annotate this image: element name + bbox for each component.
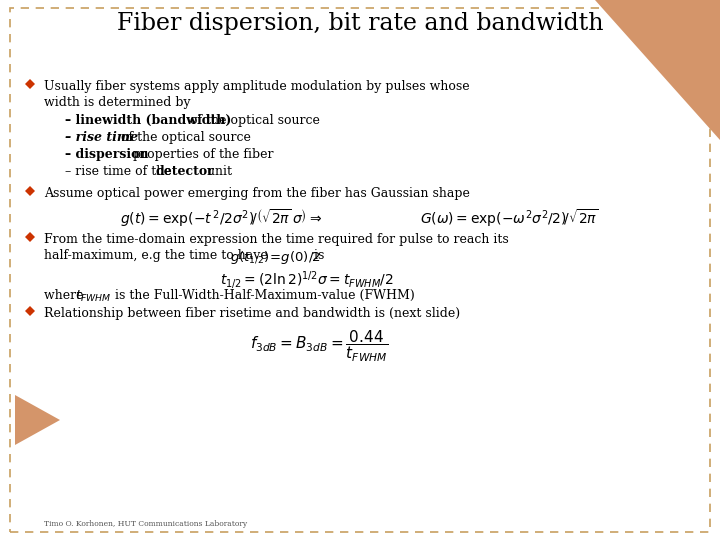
Text: $g(t)=\exp\!\left(-t^{\,2}/2\sigma^2\right)\!/\left(\sqrt{2\pi}\,\sigma\right)\R: $g(t)=\exp\!\left(-t^{\,2}/2\sigma^2\rig… <box>120 207 322 229</box>
Text: Assume optical power emerging from the fiber has Gaussian shape: Assume optical power emerging from the f… <box>44 187 470 200</box>
Text: detector: detector <box>155 165 214 178</box>
Text: $t_{1/2}=(2\ln 2)^{1/2}\sigma=t_{FWHM}/2$: $t_{1/2}=(2\ln 2)^{1/2}\sigma=t_{FWHM}/2… <box>220 269 393 291</box>
Text: unit: unit <box>203 165 232 178</box>
Text: $f_{3dB}=B_{3dB}=\dfrac{0.44}{t_{FWHM}}$: $f_{3dB}=B_{3dB}=\dfrac{0.44}{t_{FWHM}}$ <box>250 329 388 365</box>
Text: of the optical source: of the optical source <box>186 114 320 127</box>
Polygon shape <box>595 0 720 140</box>
Polygon shape <box>15 395 60 445</box>
Text: is the Full-Width-Half-Maximum-value (FWHM): is the Full-Width-Half-Maximum-value (FW… <box>111 289 415 302</box>
Polygon shape <box>25 186 35 196</box>
Text: Timo O. Korhonen, HUT Communications Laboratory: Timo O. Korhonen, HUT Communications Lab… <box>44 520 247 528</box>
Polygon shape <box>25 306 35 316</box>
Text: properties of the fiber: properties of the fiber <box>129 148 274 161</box>
Text: $G(\omega)=\exp\!\left(-\omega^2\sigma^2/2\right)\!/\sqrt{2\pi}$: $G(\omega)=\exp\!\left(-\omega^2\sigma^2… <box>420 207 599 229</box>
Text: Relationship between fiber risetime and bandwidth is (next slide): Relationship between fiber risetime and … <box>44 307 460 320</box>
Text: $g(t_{1/2})\!=\!g(0)/2$: $g(t_{1/2})\!=\!g(0)/2$ <box>230 249 321 266</box>
Text: From the time-domain expression the time required for pulse to reach its: From the time-domain expression the time… <box>44 233 509 246</box>
Text: $t_{FWHM}$: $t_{FWHM}$ <box>75 289 112 304</box>
Polygon shape <box>25 232 35 242</box>
Text: – rise time of the: – rise time of the <box>65 165 176 178</box>
Text: – linewidth (bandwidth): – linewidth (bandwidth) <box>65 114 231 127</box>
Text: – rise time: – rise time <box>65 131 138 144</box>
Polygon shape <box>25 79 35 89</box>
Text: width is determined by: width is determined by <box>44 96 191 109</box>
Text: Usually fiber systems apply amplitude modulation by pulses whose: Usually fiber systems apply amplitude mo… <box>44 80 469 93</box>
Text: – dispersion: – dispersion <box>65 148 148 161</box>
Text: half-maximum, e.g the time to have: half-maximum, e.g the time to have <box>44 249 271 262</box>
Text: is: is <box>310 249 325 262</box>
Text: where: where <box>44 289 88 302</box>
Text: Fiber dispersion, bit rate and bandwidth: Fiber dispersion, bit rate and bandwidth <box>117 12 603 35</box>
Text: of the optical source: of the optical source <box>117 131 251 144</box>
